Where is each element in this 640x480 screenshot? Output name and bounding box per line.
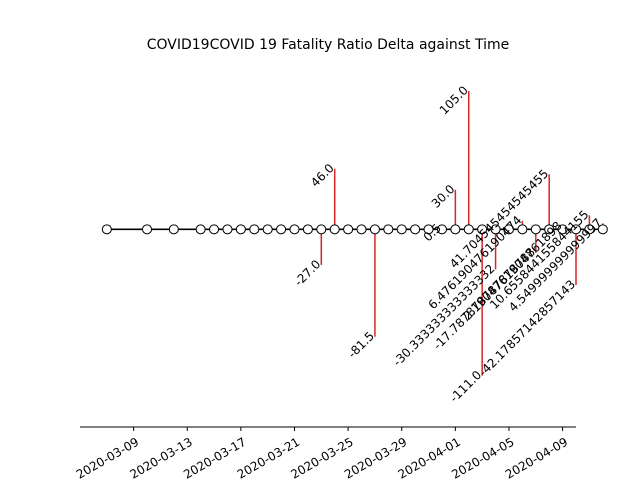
- stem-marker: [302, 224, 313, 235]
- stem-marker: [289, 224, 300, 235]
- stem-marker: [503, 224, 514, 235]
- stem-marker: [436, 224, 447, 235]
- stem-marker: [383, 224, 394, 235]
- markers-group: [101, 224, 608, 235]
- stem-marker: [343, 224, 354, 235]
- data-labels-group: -27.046.0-81.50.530.0105.0-111.0-30.3333…: [292, 83, 605, 405]
- stem-marker: [222, 224, 233, 235]
- stem-marker: [276, 224, 287, 235]
- chart-title: COVID19COVID 19 Fatality Ratio Delta aga…: [147, 37, 510, 53]
- stem-marker: [450, 224, 461, 235]
- x-ticks-group: 2020-03-092020-03-132020-03-172020-03-21…: [74, 427, 570, 480]
- stem-marker: [410, 224, 421, 235]
- stem-marker: [597, 224, 608, 235]
- stem-marker: [235, 224, 246, 235]
- stem-marker: [396, 224, 407, 235]
- stem-marker: [168, 224, 179, 235]
- stem-marker: [262, 224, 273, 235]
- data-label: 46.0: [308, 161, 337, 190]
- stem-marker: [249, 224, 260, 235]
- stem-marker: [209, 224, 220, 235]
- stem-marker: [490, 224, 501, 235]
- stem-marker: [477, 224, 488, 235]
- stem-marker: [423, 224, 434, 235]
- stem-marker: [584, 224, 595, 235]
- stem-marker: [101, 224, 112, 235]
- stem-marker: [557, 224, 568, 235]
- data-label: -27.0: [292, 257, 324, 289]
- stems-group: [320, 90, 604, 376]
- data-label: 0.5: [421, 221, 444, 244]
- stem-marker: [356, 224, 367, 235]
- data-label: -111.0: [447, 368, 484, 405]
- stem-marker: [369, 224, 380, 235]
- stem-marker: [316, 224, 327, 235]
- data-label: 105.0: [437, 83, 471, 117]
- stem-marker: [195, 224, 206, 235]
- stem-marker: [517, 224, 528, 235]
- stem-marker: [571, 224, 581, 235]
- data-label: -81.5: [345, 329, 377, 361]
- stem-marker: [544, 224, 555, 235]
- stem-marker: [142, 224, 153, 235]
- stem-marker: [530, 224, 541, 235]
- stem-marker: [329, 224, 340, 235]
- data-label: 30.0: [429, 182, 458, 211]
- stem-marker: [463, 224, 474, 235]
